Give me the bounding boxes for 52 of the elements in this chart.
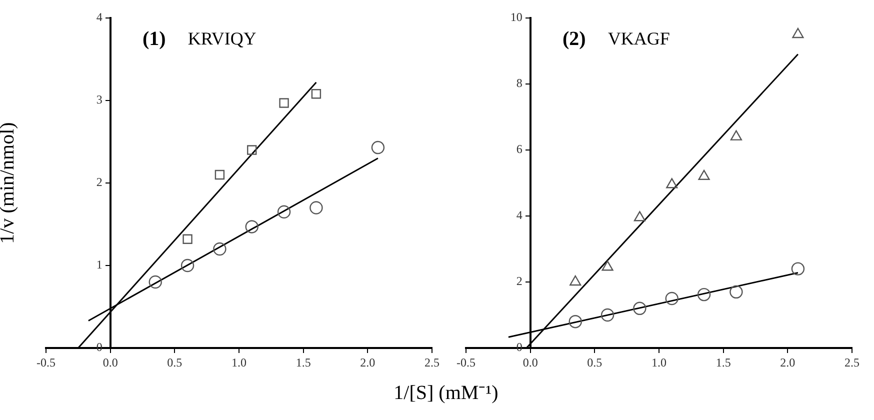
- point: [730, 285, 743, 298]
- point: [371, 140, 385, 154]
- point: [698, 170, 710, 180]
- x-tick-label: 0.0: [102, 355, 118, 370]
- point: [792, 28, 804, 38]
- x-tick-label: 0.0: [522, 355, 538, 370]
- x-tick-label: 1.5: [716, 355, 731, 370]
- x-tick-label: 2.5: [424, 355, 440, 370]
- point: [730, 130, 742, 140]
- point: [245, 220, 258, 234]
- x-tick-label: 1.5: [296, 355, 311, 370]
- text: (1) KRVIQY: [142, 28, 256, 50]
- point: [697, 288, 711, 302]
- x-tick-label: 2.0: [780, 355, 796, 370]
- point: [180, 258, 194, 272]
- y-tick-label: 2: [516, 274, 522, 288]
- text: (2) VKAGF: [562, 28, 670, 50]
- point: [568, 315, 582, 328]
- point: [634, 211, 646, 222]
- x-tick-label: 1.0: [232, 355, 246, 370]
- x-tick-label: -0.5: [36, 355, 56, 370]
- point: [311, 89, 322, 99]
- point: [182, 234, 192, 244]
- y-tick-label: 1: [96, 258, 102, 272]
- y-tick-label: 2: [96, 175, 102, 190]
- point: [247, 145, 257, 155]
- point: [665, 292, 678, 306]
- point: [666, 178, 678, 188]
- y-tick-label: 3: [96, 92, 102, 107]
- point: [633, 302, 646, 315]
- point: [791, 262, 805, 276]
- y-tick-label: 6: [516, 142, 522, 156]
- x-tick-label: -0.5: [456, 355, 476, 370]
- y-tick-label: 4: [96, 10, 102, 24]
- x-tick-label: 0.5: [167, 355, 182, 370]
- point: [310, 201, 323, 214]
- x-tick-label: 2.0: [360, 355, 376, 370]
- x-tick-label: 1.0: [652, 355, 666, 370]
- point: [213, 242, 226, 256]
- point: [600, 308, 614, 322]
- point: [277, 205, 291, 218]
- y-tick-label: 4: [516, 208, 522, 222]
- point: [214, 170, 225, 180]
- point: [602, 260, 614, 271]
- x-tick-label: 2.5: [844, 355, 860, 370]
- x-axis-title: 1/[S] (mM⁻¹): [392, 381, 500, 405]
- point: [279, 98, 289, 108]
- point: [570, 275, 582, 286]
- y-tick-label: 10: [510, 10, 522, 24]
- x-tick-label: 0.5: [587, 355, 602, 370]
- y-tick-label: 8: [516, 76, 522, 90]
- point: [148, 275, 162, 289]
